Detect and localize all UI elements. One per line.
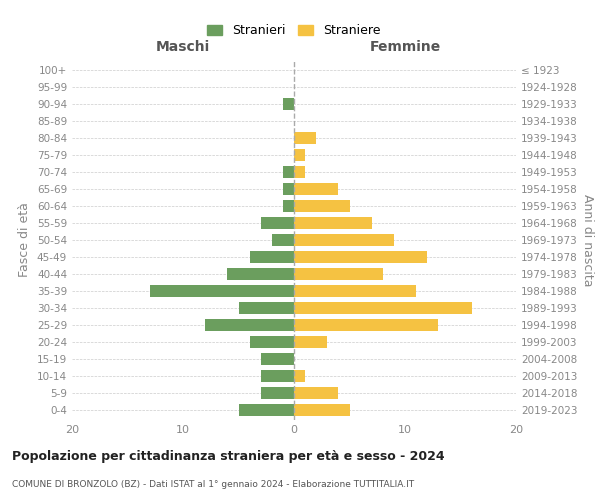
Text: COMUNE DI BRONZOLO (BZ) - Dati ISTAT al 1° gennaio 2024 - Elaborazione TUTTITALI: COMUNE DI BRONZOLO (BZ) - Dati ISTAT al … — [12, 480, 414, 489]
Text: Femmine: Femmine — [370, 40, 440, 54]
Bar — [283, 98, 294, 110]
Bar — [294, 336, 328, 348]
Text: Maschi: Maschi — [156, 40, 210, 54]
Bar — [239, 302, 294, 314]
Bar — [227, 268, 294, 280]
Bar — [294, 234, 394, 246]
Bar — [260, 217, 294, 229]
Bar — [294, 302, 472, 314]
Bar — [283, 166, 294, 178]
Bar — [294, 370, 305, 382]
Y-axis label: Anni di nascita: Anni di nascita — [581, 194, 594, 286]
Bar — [294, 319, 438, 331]
Text: Popolazione per cittadinanza straniera per età e sesso - 2024: Popolazione per cittadinanza straniera p… — [12, 450, 445, 463]
Bar — [283, 200, 294, 212]
Bar — [294, 149, 305, 161]
Bar — [294, 200, 349, 212]
Bar — [150, 285, 294, 297]
Bar — [260, 386, 294, 399]
Bar — [294, 217, 372, 229]
Bar — [294, 386, 338, 399]
Bar — [250, 251, 294, 263]
Bar — [250, 336, 294, 348]
Bar — [294, 285, 416, 297]
Legend: Stranieri, Straniere: Stranieri, Straniere — [202, 20, 386, 42]
Bar — [294, 183, 338, 195]
Bar — [294, 268, 383, 280]
Bar — [294, 132, 316, 144]
Bar — [260, 353, 294, 365]
Bar — [205, 319, 294, 331]
Bar — [294, 251, 427, 263]
Bar — [294, 166, 305, 178]
Bar — [239, 404, 294, 416]
Bar — [283, 183, 294, 195]
Bar — [272, 234, 294, 246]
Y-axis label: Fasce di età: Fasce di età — [19, 202, 31, 278]
Bar — [294, 404, 349, 416]
Bar — [260, 370, 294, 382]
